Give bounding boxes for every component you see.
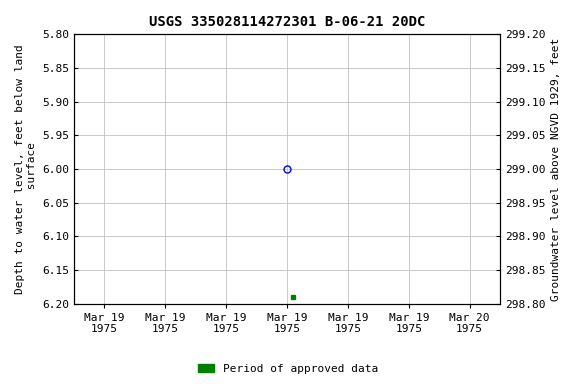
Legend: Period of approved data: Period of approved data	[193, 359, 383, 379]
Title: USGS 335028114272301 B-06-21 20DC: USGS 335028114272301 B-06-21 20DC	[149, 15, 425, 29]
Y-axis label: Groundwater level above NGVD 1929, feet: Groundwater level above NGVD 1929, feet	[551, 38, 561, 301]
Y-axis label: Depth to water level, feet below land
 surface: Depth to water level, feet below land su…	[15, 44, 37, 294]
